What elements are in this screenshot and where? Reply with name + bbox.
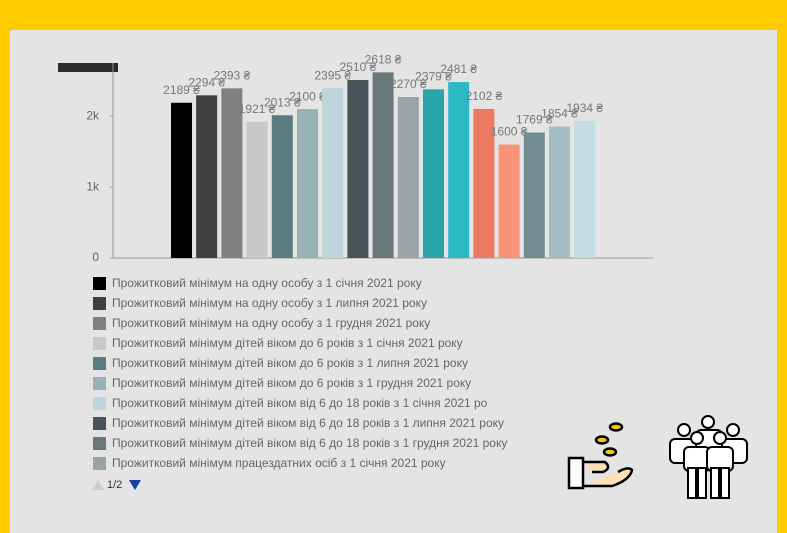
hand-icon <box>567 422 634 490</box>
legend-label: Прожитковий мінімум дітей віком до 6 рок… <box>112 356 468 370</box>
legend-swatch <box>93 437 106 450</box>
title-bar <box>58 63 118 72</box>
value-label: 2189 ₴ <box>163 83 200 97</box>
value-label: 1934 ₴ <box>566 101 603 115</box>
legend-label: Прожитковий мінімум дітей віком від 6 до… <box>112 396 488 410</box>
bar <box>171 102 192 258</box>
bar <box>246 121 268 259</box>
bar <box>347 80 369 258</box>
legend-label: Прожитковий мінімум дітей віком до 6 рок… <box>112 376 471 390</box>
value-label: 2100 ₴ <box>289 89 326 103</box>
legend-label: Прожитковий мінімум на одну особу з 1 сі… <box>112 276 422 290</box>
legend-swatch <box>93 417 106 430</box>
legend-label: Прожитковий мінімум дітей віком від 6 до… <box>112 416 504 430</box>
value-label: 2379 ₴ <box>415 69 452 83</box>
legend-swatch <box>93 377 106 390</box>
value-label: 2393 ₴ <box>214 68 251 82</box>
legend-page: 1/2 <box>107 479 122 491</box>
legend-label: Прожитковий мінімум дітей віком від 6 до… <box>112 436 507 450</box>
value-label: 2395 ₴ <box>314 68 351 82</box>
value-label: 1921 ₴ <box>239 102 276 116</box>
value-label: 2013 ₴ <box>264 95 301 109</box>
legend-label: Прожитковий мінімум на одну особу з 1 гр… <box>112 316 430 330</box>
value-label: 2294 ₴ <box>188 76 225 90</box>
legend-label: Прожитковий мінімум працездатних осіб з … <box>112 456 446 470</box>
bar <box>297 109 318 258</box>
legend-swatch <box>93 297 106 310</box>
legend-next[interactable] <box>129 480 141 490</box>
bar <box>196 95 218 258</box>
bar <box>221 88 243 258</box>
bar <box>473 108 495 258</box>
y-tick-label: 1k <box>86 179 100 193</box>
bar <box>448 82 470 258</box>
value-label: 2618 ₴ <box>365 53 402 67</box>
people-icon <box>669 415 748 499</box>
value-label: 2102 ₴ <box>466 89 503 103</box>
legend-label: Прожитковий мінімум на одну особу з 1 ли… <box>112 296 427 310</box>
bar <box>372 72 394 258</box>
bar <box>523 132 545 258</box>
value-label: 2481 ₴ <box>440 62 477 76</box>
bar <box>322 88 344 258</box>
bar <box>498 144 520 258</box>
legend-swatch <box>93 317 106 330</box>
bar <box>574 120 596 258</box>
bar <box>397 97 419 258</box>
legend-swatch <box>93 357 106 370</box>
legend-label: Прожитковий мінімум дітей віком до 6 рок… <box>112 336 463 350</box>
bar <box>549 126 570 258</box>
legend-swatch <box>93 397 106 410</box>
value-label: 2510 ₴ <box>340 60 377 74</box>
legend-prev[interactable] <box>92 480 104 490</box>
legend-swatch <box>93 457 106 470</box>
value-label: 1600 ₴ <box>491 125 528 139</box>
bar <box>423 89 444 258</box>
bar <box>271 115 293 258</box>
legend-swatch <box>93 337 106 350</box>
legend-swatch <box>93 277 106 290</box>
value-label: 1769 ₴ <box>516 113 553 127</box>
value-label: 1854 ₴ <box>541 107 578 121</box>
value-label: 2270 ₴ <box>390 77 427 91</box>
y-tick-label: 0 <box>92 250 99 264</box>
y-tick-label: 2k <box>86 108 100 122</box>
